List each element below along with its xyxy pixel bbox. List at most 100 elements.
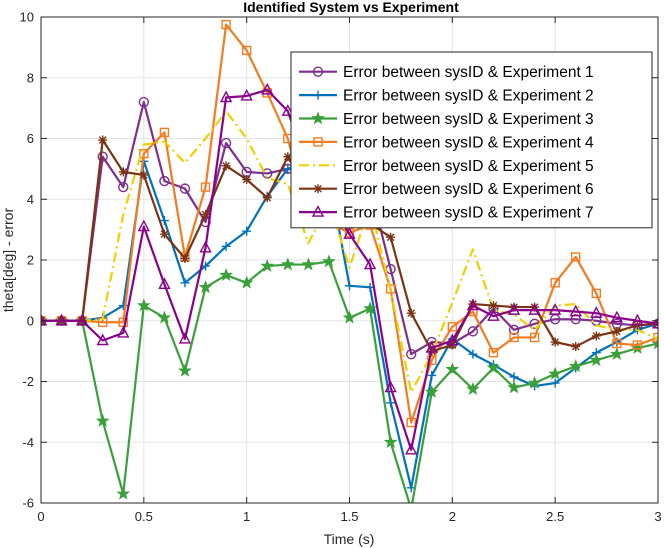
square-marker xyxy=(591,288,601,299)
plus-marker xyxy=(345,281,354,291)
triangle-marker xyxy=(41,313,48,326)
asterisk-marker xyxy=(201,209,211,219)
y-tick-label: -4 xyxy=(22,435,34,450)
square-marker xyxy=(406,417,416,428)
star-marker xyxy=(507,380,521,394)
circle-marker xyxy=(312,66,324,77)
circle-marker xyxy=(262,168,273,179)
triangle-marker xyxy=(425,341,438,353)
square-marker xyxy=(488,347,499,358)
star-marker xyxy=(219,268,233,281)
asterisk-marker xyxy=(118,167,128,177)
triangle-marker xyxy=(405,442,418,455)
asterisk-marker xyxy=(550,337,560,347)
triangle-marker xyxy=(507,303,521,315)
star-marker xyxy=(311,111,325,125)
star-marker xyxy=(116,486,131,500)
legend-label: Error between sysID & Experiment 3 xyxy=(343,111,594,128)
triangle-marker xyxy=(651,316,658,329)
asterisk-marker xyxy=(488,301,498,311)
asterisk-marker xyxy=(283,152,293,162)
asterisk-marker xyxy=(180,253,190,263)
legend-entry: Error between sysID & Experiment 2 xyxy=(299,88,594,105)
triangle-marker xyxy=(569,304,582,317)
square-marker xyxy=(221,19,231,30)
asterisk-marker xyxy=(406,308,416,318)
circle-marker xyxy=(159,175,170,187)
x-tick-label: 3 xyxy=(654,509,661,524)
x-tick-label: 0.5 xyxy=(135,509,153,524)
chart-title: Identified System vs Experiment xyxy=(243,0,459,15)
x-tick-label: 1 xyxy=(243,509,250,524)
plus-marker xyxy=(221,241,231,251)
series-5 xyxy=(41,110,658,394)
asterisk-marker xyxy=(571,342,581,352)
x-tick-label: 1.5 xyxy=(340,509,358,524)
star-marker xyxy=(610,347,624,360)
y-tick-label: 4 xyxy=(27,192,34,207)
star-marker xyxy=(322,254,336,268)
star-marker xyxy=(281,257,295,271)
asterisk-marker xyxy=(159,229,169,239)
triangle-marker xyxy=(137,219,150,232)
star-marker xyxy=(527,375,542,389)
triangle-marker xyxy=(363,257,377,270)
square-marker xyxy=(571,252,581,262)
star-marker xyxy=(157,310,172,324)
legend-entry: Error between sysID & Experiment 4 xyxy=(299,134,594,151)
star-marker xyxy=(301,257,316,271)
star-marker xyxy=(198,280,213,294)
asterisk-marker xyxy=(612,326,622,336)
asterisk-marker xyxy=(509,302,519,312)
plus-marker xyxy=(468,349,478,359)
triangle-marker xyxy=(199,240,212,253)
triangle-marker xyxy=(240,88,253,101)
legend-entry: Error between sysID & Experiment 3 xyxy=(299,111,594,128)
triangle-marker xyxy=(466,298,480,311)
square-marker xyxy=(509,332,519,343)
star-marker xyxy=(363,301,377,315)
y-tick-label: 8 xyxy=(27,70,34,85)
y-tick-label: -2 xyxy=(22,374,34,389)
square-marker xyxy=(200,182,211,192)
star-marker xyxy=(466,381,480,395)
square-marker xyxy=(612,338,622,349)
triangle-marker xyxy=(311,205,325,217)
star-marker xyxy=(178,363,192,377)
circle-marker xyxy=(406,348,417,360)
y-tick-label: 10 xyxy=(20,10,34,25)
legend-box xyxy=(290,51,653,229)
legend-label: Error between sysID & Experiment 6 xyxy=(343,181,594,198)
triangle-marker xyxy=(96,333,109,346)
x-tick-label: 0 xyxy=(37,509,44,524)
legend-label: Error between sysID & Experiment 5 xyxy=(343,158,594,175)
legend-label: Error between sysID & Experiment 1 xyxy=(343,64,594,81)
plus-marker xyxy=(550,378,560,388)
circle-marker xyxy=(97,151,108,162)
y-axis-label: theta[deg] - error xyxy=(0,208,16,313)
triangle-marker xyxy=(610,310,624,323)
star-marker xyxy=(445,362,460,376)
legend-label: Error between sysID & Experiment 4 xyxy=(343,134,594,151)
legend: Error between sysID & Experiment 1 Error … xyxy=(290,51,653,229)
asterisk-marker xyxy=(530,302,540,312)
triangle-marker xyxy=(55,313,68,326)
square-marker xyxy=(447,322,458,332)
asterisk-marker xyxy=(242,175,252,185)
star-marker xyxy=(486,360,501,374)
square-marker xyxy=(632,340,643,350)
triangle-marker xyxy=(631,313,644,326)
triangle-marker xyxy=(219,90,233,103)
asterisk-marker xyxy=(468,299,478,309)
asterisk-marker xyxy=(98,135,108,145)
series-line xyxy=(41,88,658,451)
triangle-marker xyxy=(384,380,397,393)
triangle-marker xyxy=(590,306,603,318)
triangle-marker xyxy=(528,303,541,315)
x-tick-label: 2.5 xyxy=(546,509,564,524)
x-axis-label: Time (s) xyxy=(324,531,375,547)
triangle-marker xyxy=(549,303,562,315)
circle-marker xyxy=(118,181,129,193)
triangle-marker xyxy=(261,82,274,95)
plus-marker xyxy=(242,226,252,236)
